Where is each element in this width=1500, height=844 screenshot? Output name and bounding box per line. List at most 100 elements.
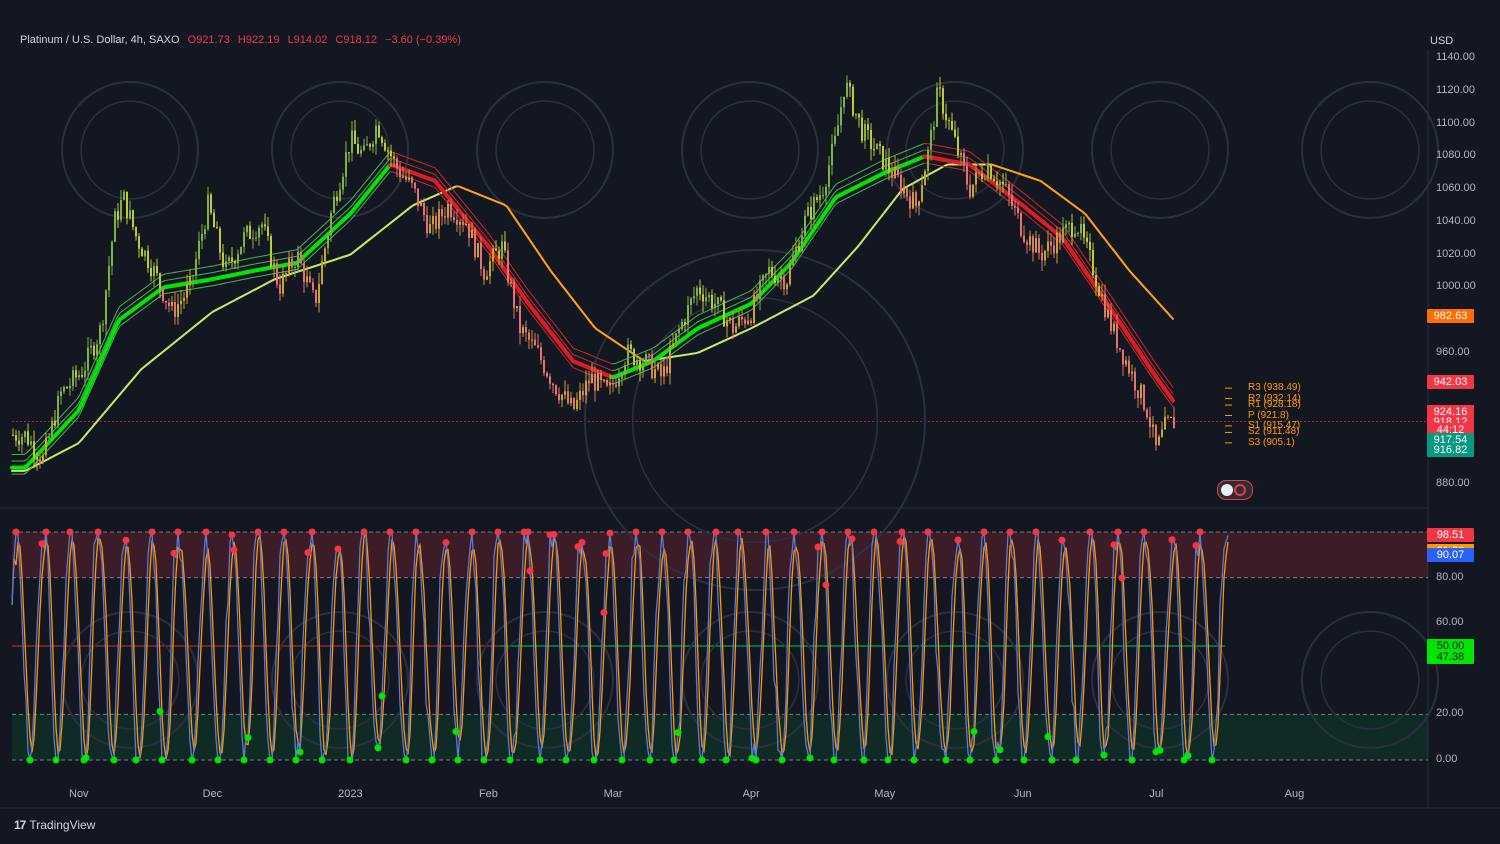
ma-ribbon-1 — [875, 168, 880, 172]
candle-body — [768, 266, 770, 274]
ma-ribbon-0 — [1085, 258, 1090, 265]
ma-ribbon-0 — [1019, 189, 1024, 194]
ma-ribbon-2 — [734, 315, 739, 319]
candle-body — [981, 173, 983, 179]
ma-ribbon-0 — [341, 205, 346, 209]
ma-ribbon-2 — [524, 304, 529, 311]
ma-ribbon-2 — [875, 181, 880, 185]
ma-ribbon-2 — [692, 335, 697, 339]
ma-ribbon-0 — [200, 266, 205, 269]
candle-body — [441, 209, 443, 217]
ma-ribbon-1 — [413, 166, 418, 169]
ma-ribbon-1 — [473, 221, 478, 227]
ma-ribbon-2 — [422, 182, 427, 185]
tradingview-brand[interactable]: 17 TradingView — [14, 818, 95, 832]
ma-ribbon-1 — [953, 154, 958, 157]
candle-body — [1137, 390, 1139, 399]
ma-ribbon-0 — [473, 215, 478, 220]
candle-body — [99, 325, 101, 345]
candle-body — [960, 152, 962, 156]
candle-body — [1143, 384, 1145, 410]
ma-ribbon-0 — [479, 222, 484, 228]
ma-ribbon-2 — [152, 298, 157, 303]
ma-ribbon-1 — [614, 368, 619, 371]
overbought-dot — [66, 528, 74, 536]
candle-body — [912, 192, 914, 209]
ma-ribbon-1 — [428, 171, 433, 174]
ma-ribbon-0 — [1157, 366, 1162, 372]
ma-ribbon-1 — [1079, 256, 1084, 262]
overbought-dot — [1058, 536, 1066, 544]
ma-ribbon-1 — [1115, 309, 1120, 316]
ma-ribbon-1 — [35, 445, 40, 451]
candle-body — [756, 294, 758, 300]
candle-body — [306, 276, 308, 283]
ma-ribbon-0 — [548, 316, 553, 322]
ma-ribbon-0 — [719, 303, 724, 306]
ma-ribbon-1 — [215, 270, 220, 273]
ma-ribbon-2 — [170, 291, 175, 294]
ma-ribbon-2 — [1136, 354, 1141, 360]
ma-ribbon-2 — [938, 164, 943, 167]
candle-body — [966, 165, 968, 185]
ma-ribbon-2 — [581, 370, 586, 374]
ma-ribbon-0 — [311, 232, 316, 237]
ma-ribbon-0 — [536, 301, 541, 306]
ma-ribbon-0 — [941, 145, 946, 148]
ma-ribbon-2 — [278, 271, 283, 274]
ma-ribbon-1 — [587, 360, 592, 363]
ma-ribbon-2 — [500, 270, 505, 276]
ma-ribbon-2 — [167, 292, 172, 294]
overbought-dot — [334, 545, 342, 553]
cross-dot — [156, 707, 164, 715]
ma-ribbon-0 — [1097, 276, 1102, 282]
ma-ribbon-0 — [395, 152, 400, 156]
candle-body — [1098, 286, 1100, 296]
watermark-10-inner — [700, 630, 800, 730]
cross-dot — [304, 549, 312, 557]
ma-ribbon-2 — [104, 350, 109, 359]
ma-ribbon-1 — [842, 185, 847, 188]
ma-ribbon-1 — [62, 416, 67, 422]
ma-ribbon-2 — [356, 207, 361, 213]
ma-ribbon-2 — [572, 367, 577, 370]
ma-ribbon-2 — [1163, 394, 1168, 400]
ma-ribbon-2 — [1124, 336, 1129, 342]
watermark-2 — [476, 81, 614, 219]
candle-body — [606, 379, 608, 386]
ma-ribbon-1 — [317, 233, 322, 238]
candle-body — [846, 82, 848, 97]
candle-body — [546, 373, 548, 377]
ma-ribbon-0 — [359, 184, 364, 190]
ma-ribbon-0 — [530, 293, 535, 299]
ma-ribbon-0 — [437, 170, 442, 176]
ma-ribbon-1 — [155, 283, 160, 287]
ma-ribbon-0 — [596, 357, 601, 360]
ma-ribbon-0 — [260, 255, 265, 257]
overbought-dot — [1114, 528, 1122, 536]
economic-event-icon[interactable] — [1217, 480, 1253, 500]
overbought-dot — [550, 530, 558, 538]
osc-value-tag: 50.00 — [1427, 639, 1474, 653]
ma-ribbon-1 — [266, 260, 271, 263]
ma-ribbon-2 — [242, 278, 247, 280]
candle-body — [408, 177, 410, 180]
ma-ribbon-0 — [278, 251, 283, 254]
ma-ribbon-1 — [971, 159, 976, 163]
ma-ribbon-1 — [284, 257, 289, 259]
ma-ribbon-1 — [749, 294, 754, 299]
ma-ribbon-1 — [1136, 341, 1141, 347]
symbol-label[interactable]: Platinum / U.S. Dollar, 4h, SAXO — [20, 34, 180, 46]
ma-ribbon-2 — [485, 249, 490, 255]
candle-body — [735, 326, 737, 333]
ma-ribbon-0 — [701, 311, 706, 314]
overbought-zone — [12, 532, 1428, 578]
candle-body — [222, 252, 224, 268]
oversold-dot — [428, 756, 436, 764]
candle-body — [1053, 245, 1055, 254]
ma-fast — [1168, 394, 1175, 403]
currency-label[interactable]: USD — [1430, 35, 1454, 47]
ma-ribbon-2 — [74, 417, 79, 422]
ma-ribbon-1 — [848, 182, 853, 185]
